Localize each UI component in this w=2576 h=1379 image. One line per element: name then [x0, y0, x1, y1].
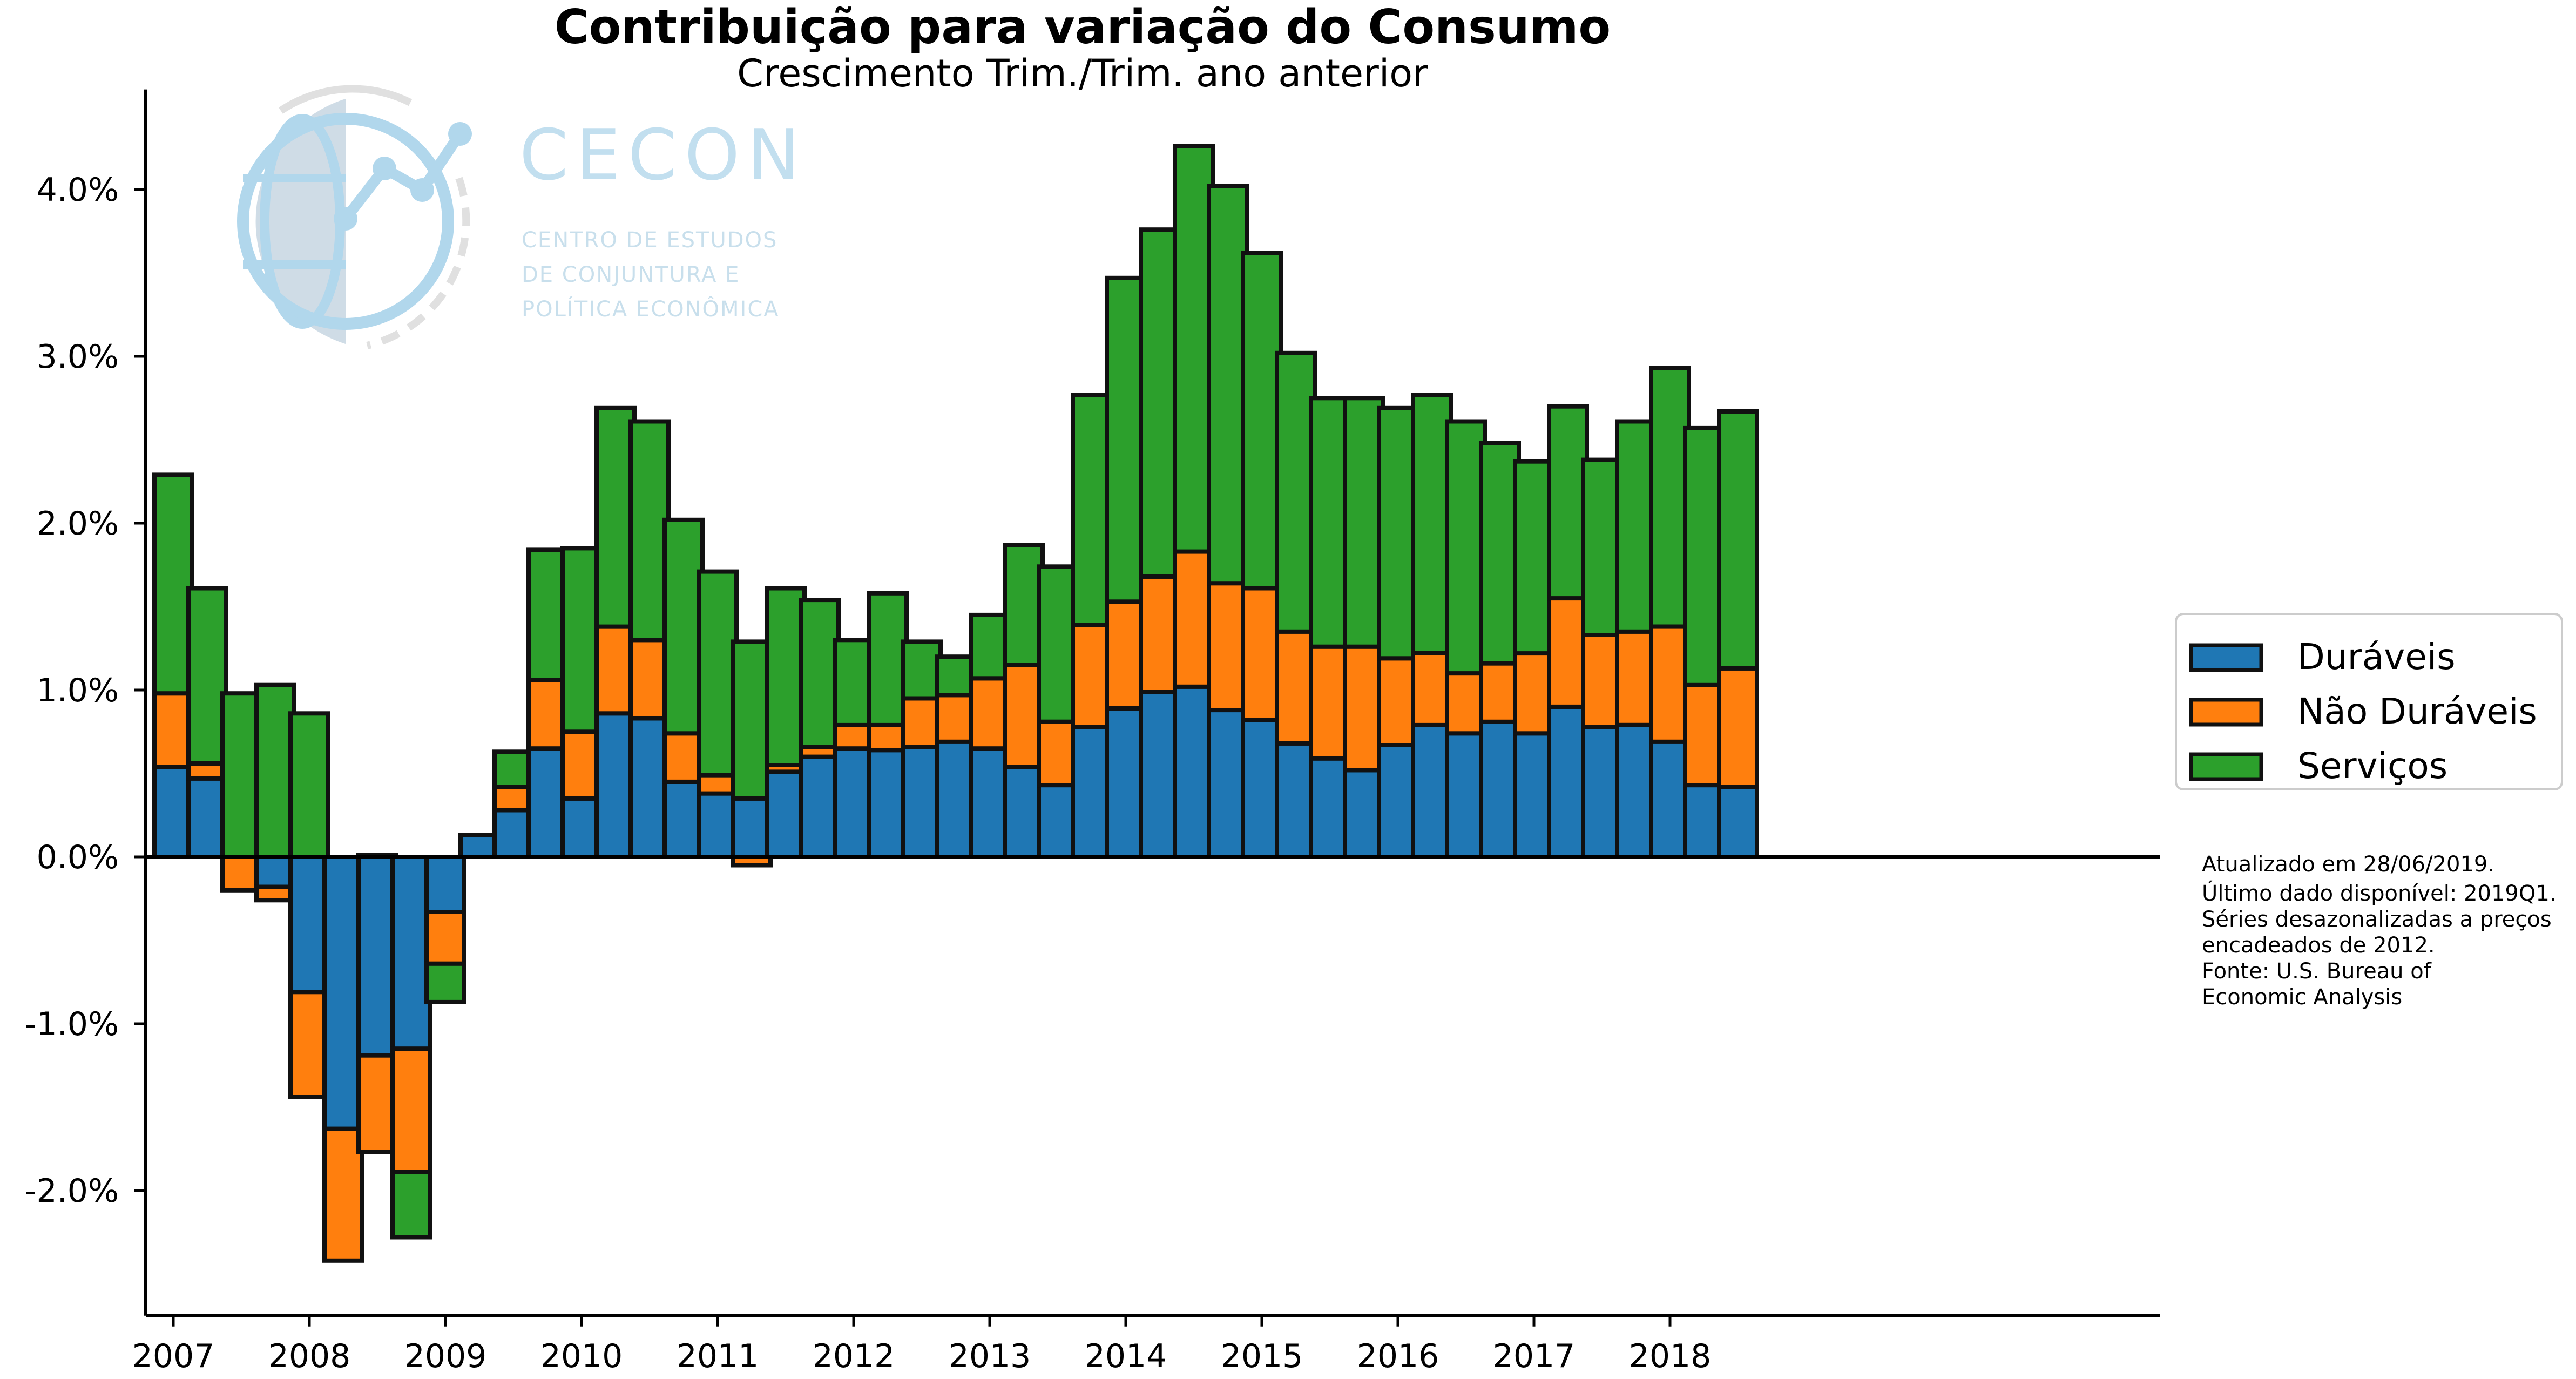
bar-2016Q3-Serviços [1445, 419, 1487, 676]
x-tick-label: 2009 [404, 1337, 487, 1375]
bar-2015Q1-Serviços [1241, 251, 1283, 591]
chart-title: Contribuição para variação do Consumo [555, 0, 1611, 55]
bar-2012Q3-Duráveis [901, 745, 943, 859]
note-line: Atualizado em 28/06/2019. [2202, 852, 2494, 877]
bar-2016Q2-Duráveis [1411, 722, 1453, 860]
bar-2009Q1-Duráveis [424, 855, 466, 914]
legend-label-Não Duráveis: Não Duráveis [2297, 691, 2537, 732]
x-tick-label: 2010 [540, 1337, 623, 1375]
bar-2007Q2-Serviços [186, 586, 228, 766]
logo-name: CECON [519, 114, 807, 196]
bar-2016Q2-Não Duráveis [1411, 651, 1453, 727]
bar-2014Q3-Serviços [1173, 144, 1215, 554]
logo-globe-circle [237, 113, 454, 330]
x-tick-label: 2011 [677, 1337, 759, 1375]
bar-2009Q1-Não Duráveis [424, 910, 466, 966]
note-line: Economic Analysis [2202, 985, 2402, 1010]
bar-2015Q2-Serviços [1275, 350, 1317, 634]
bar-2008Q1-Serviços [288, 711, 330, 860]
bar-2012Q2-Serviços [867, 591, 909, 727]
bar-2017Q1-Serviços [1513, 459, 1555, 656]
x-tick-label: 2014 [1085, 1337, 1167, 1375]
note-line: Séries desazonalizadas a preços [2202, 907, 2552, 932]
cecon-logo: CECON CENTRO DE ESTUDOS DE CONJUNTURA E … [237, 85, 807, 349]
bar-2009Q1-Serviços [424, 961, 466, 1004]
bar-2008Q3-Não Duráveis [356, 1053, 398, 1154]
y-ticks-group: -2.0% -1.0% 0.0% 1.0% 2.0% 3.0% 4.0% [25, 171, 146, 1210]
y-tick-label: 4.0% [37, 171, 119, 209]
bar-2018Q3-Serviços [1717, 409, 1759, 671]
x-tick-label: 2018 [1629, 1337, 1712, 1375]
bar-2011Q2-Serviços [731, 639, 773, 801]
x-tick-label: 2016 [1357, 1337, 1439, 1375]
bar-2013Q2-Serviços [1003, 543, 1045, 667]
bar-2011Q1-Duráveis [697, 791, 739, 859]
y-tick-label: -2.0% [25, 1172, 119, 1210]
bar-2018Q2-Serviços [1683, 425, 1725, 687]
bar-2016Q3-Não Duráveis [1445, 671, 1487, 736]
logo-globe-half [255, 99, 346, 344]
legend-swatch-Serviços [2189, 752, 2263, 781]
bar-2008Q4-Serviços [390, 1170, 432, 1240]
bar-2017Q2-Serviços [1547, 404, 1589, 601]
bar-2007Q4-Serviços [254, 682, 296, 859]
bar-2013Q3-Serviços [1037, 564, 1079, 724]
chart-subtitle: Crescimento Trim./Trim. ano anterior [737, 51, 1428, 96]
legend: Duráveis Não Duráveis Serviços [2175, 613, 2563, 790]
y-tick-label: 3.0% [37, 338, 119, 376]
bar-2016Q4-Serviços [1479, 441, 1521, 666]
bar-2011Q3-Serviços [765, 586, 807, 767]
bar-2013Q4-Serviços [1071, 393, 1113, 627]
bar-2011Q1-Serviços [697, 569, 739, 778]
x-tick-label: 2012 [813, 1337, 895, 1375]
note-line: Último dado disponível: 2019Q1. [2202, 880, 2557, 906]
bar-2018Q3-Duráveis [1717, 785, 1759, 859]
x-tick-label: 2007 [132, 1337, 215, 1375]
bar-2018Q2-Não Duráveis [1683, 682, 1725, 788]
bar-2018Q1-Serviços [1649, 366, 1691, 629]
legend-swatch-Duráveis [2189, 643, 2263, 672]
x-tick-label: 2008 [268, 1337, 351, 1375]
logo-arc [279, 85, 413, 114]
bar-2015Q3-Serviços [1309, 396, 1351, 649]
legend-label-Serviços: Serviços [2297, 745, 2447, 787]
y-tick-label: 2.0% [37, 505, 119, 543]
legend-frame [2175, 613, 2563, 790]
x-tick-label: 2013 [949, 1337, 1031, 1375]
bar-2017Q3-Não Duráveis [1581, 633, 1623, 729]
bar-2010Q2-Serviços [594, 405, 637, 629]
bar-2012Q1-Serviços [833, 638, 875, 727]
x-tick-label: 2017 [1493, 1337, 1576, 1375]
axes-group [144, 89, 2160, 1317]
y-tick-label: -1.0% [25, 1005, 119, 1043]
y-tick-label: 1.0% [37, 672, 119, 709]
bar-2011Q4-Duráveis [799, 754, 841, 859]
logo-line-3: POLÍTICA ECONÔMICA [522, 296, 780, 322]
bar-2018Q3-Não Duráveis [1717, 666, 1759, 789]
logo-trend-line [341, 131, 465, 222]
x-ticks-group: 2007 2008 2009 2010 2011 2012 2013 2014 2015 2016… [132, 1315, 1712, 1375]
bar-2014Q1-Serviços [1105, 275, 1147, 604]
bar-2016Q1-Serviços [1377, 405, 1419, 661]
legend-label-Duráveis: Duráveis [2297, 636, 2456, 678]
bars-group [152, 144, 1759, 1263]
note-line: Fonte: U.S. Bureau of [2202, 959, 2432, 984]
bar-2013Q1-Duráveis [969, 746, 1011, 859]
note-line: encadeados de 2012. [2202, 933, 2435, 958]
bar-2008Q2-Não Duráveis [322, 1126, 364, 1263]
bar-2008Q4-Não Duráveis [390, 1046, 432, 1175]
bar-2010Q3-Serviços [628, 419, 671, 643]
logo-line-2: DE CONJUNTURA E [522, 262, 740, 287]
bar-2015Q4-Não Duráveis [1343, 644, 1385, 773]
bar-2007Q1-Serviços [152, 472, 194, 696]
logo-line-1: CENTRO DE ESTUDOS [522, 228, 777, 253]
y-tick-label: 0.0% [37, 839, 119, 876]
legend-swatch-Não Duráveis [2189, 698, 2263, 727]
x-tick-label: 2015 [1221, 1337, 1303, 1375]
notes-block: Atualizado em 28/06/2019. Último dado dis… [2202, 852, 2557, 1010]
bar-2013Q1-Serviços [969, 612, 1011, 681]
